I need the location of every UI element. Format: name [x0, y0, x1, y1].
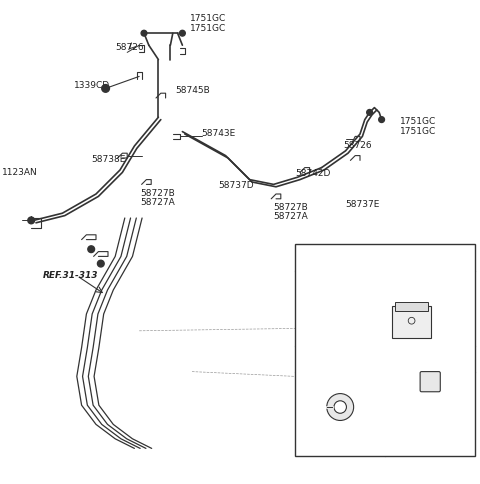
- Circle shape: [102, 85, 109, 92]
- Circle shape: [141, 30, 147, 36]
- Text: 1336AC: 1336AC: [321, 354, 359, 364]
- Circle shape: [334, 401, 347, 413]
- FancyBboxPatch shape: [392, 306, 431, 337]
- Text: 58738E: 58738E: [91, 155, 126, 164]
- FancyBboxPatch shape: [420, 372, 440, 392]
- Text: 1751GC: 1751GC: [190, 15, 226, 23]
- Text: 58737E: 58737E: [346, 200, 380, 209]
- Text: 58727A: 58727A: [141, 198, 175, 207]
- Circle shape: [327, 393, 354, 421]
- Text: 58743E: 58743E: [202, 130, 236, 138]
- FancyBboxPatch shape: [395, 302, 429, 311]
- Text: 58727B: 58727B: [274, 203, 308, 212]
- Text: 58726: 58726: [343, 140, 372, 150]
- Text: 58745B: 58745B: [175, 86, 210, 95]
- Text: 1751GC: 1751GC: [400, 118, 436, 126]
- FancyBboxPatch shape: [295, 244, 475, 455]
- Text: 58727A: 58727A: [274, 212, 308, 221]
- Text: 58737D: 58737D: [218, 181, 254, 190]
- Text: 58745: 58745: [370, 253, 401, 263]
- Text: 1339CD: 1339CD: [74, 81, 110, 91]
- Text: REF.31-313: REF.31-313: [43, 271, 99, 280]
- Text: 1123AM: 1123AM: [410, 354, 450, 364]
- Circle shape: [180, 30, 185, 36]
- Circle shape: [88, 246, 95, 253]
- Text: 1751GC: 1751GC: [400, 127, 436, 136]
- Circle shape: [97, 260, 104, 267]
- Circle shape: [379, 117, 384, 122]
- Text: 1751GC: 1751GC: [190, 24, 226, 33]
- Circle shape: [367, 109, 372, 115]
- Text: 1123AN: 1123AN: [2, 168, 38, 177]
- Circle shape: [28, 217, 35, 224]
- Text: 58727B: 58727B: [141, 190, 175, 198]
- Text: 58742D: 58742D: [295, 169, 331, 178]
- Text: 58726: 58726: [115, 43, 144, 52]
